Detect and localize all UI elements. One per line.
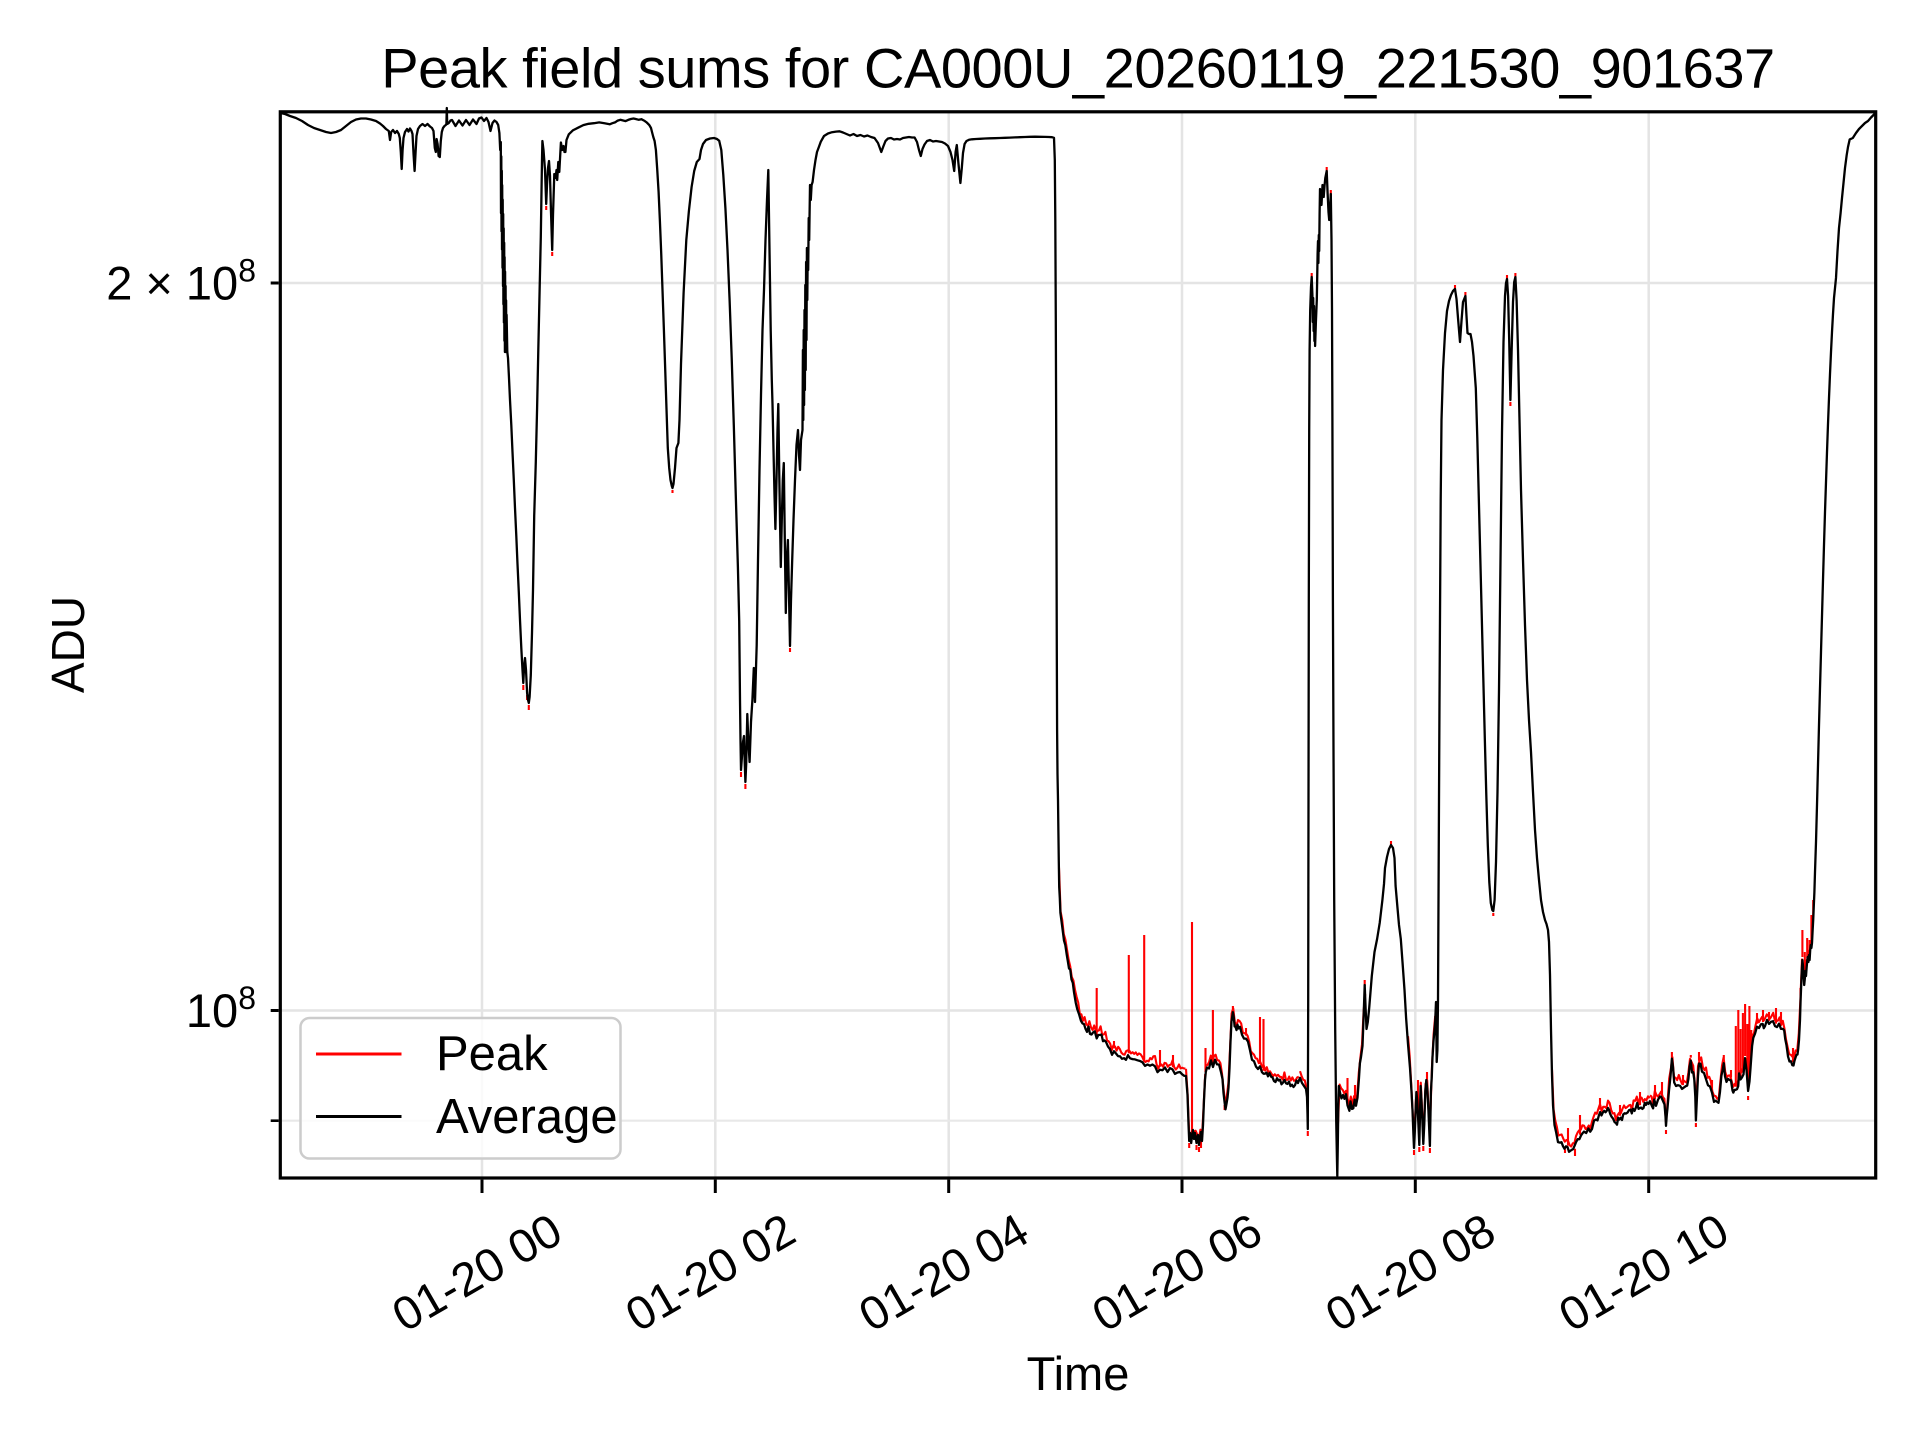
svg-text:Peak field sums for CA000U_202: Peak field sums for CA000U_20260119_2215…: [381, 36, 1775, 99]
svg-text:2 × 108: 2 × 108: [106, 253, 256, 310]
svg-text:Time: Time: [1027, 1347, 1130, 1400]
svg-text:Average: Average: [436, 1090, 618, 1144]
svg-text:Peak: Peak: [436, 1027, 548, 1081]
svg-text:ADU: ADU: [42, 596, 94, 693]
svg-text:108: 108: [186, 980, 256, 1037]
